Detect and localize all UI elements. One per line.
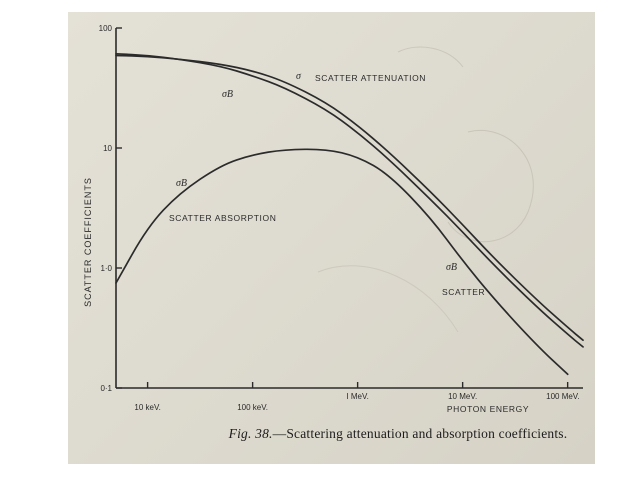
label-sigma-b-absorption: σB: [176, 178, 187, 189]
x-tick-label-4: 100 MeV.: [546, 392, 580, 401]
y-axis-label: SCATTER COEFFICIENTS: [83, 177, 93, 307]
figure-caption: Fig. 38.—Scattering attenuation and abso…: [148, 426, 595, 442]
x-tick-label-2: I MeV.: [346, 392, 368, 401]
series-line-0: [115, 54, 584, 342]
series-line-1: [115, 52, 584, 348]
scatter-coefficients-chart: 100 10 1·0 0·1 10 keV. 100 keV. I MeV. 10 MeV. 1…: [83, 24, 584, 414]
caption-text: —Scattering attenuation and absorption c…: [272, 426, 568, 441]
series-line-2: [115, 148, 569, 376]
label-sigma-b-scatter: σB: [446, 262, 457, 273]
annotations: SCATTER COEFFICIENTS PHOTON ENERGY σ SCATTE…: [83, 71, 529, 414]
label-sigma-b-upper: σB: [222, 89, 233, 100]
label-scatter-absorption: SCATTER ABSORPTION: [169, 213, 276, 223]
y-tick-label-2: 1·0: [100, 264, 112, 273]
label-sigma: σ: [296, 71, 302, 82]
label-scatter-attenuation: SCATTER ATTENUATION: [315, 73, 426, 83]
x-tick-label-3: 10 MeV.: [448, 392, 477, 401]
label-scatter: SCATTER: [442, 287, 485, 297]
ticks: 100 10 1·0 0·1 10 keV. 100 keV. I MeV. 10 MeV. 1…: [99, 24, 580, 412]
x-axis-label: PHOTON ENERGY: [447, 404, 529, 414]
axes: [115, 28, 583, 389]
x-tick-label-1: 100 keV.: [237, 403, 268, 412]
y-tick-label-3: 0·1: [100, 384, 112, 393]
book-page-photo: 100 10 1·0 0·1 10 keV. 100 keV. I MeV. 10 MeV. 1…: [68, 12, 595, 464]
curves: [115, 52, 584, 376]
x-tick-label-0: 10 keV.: [134, 403, 160, 412]
show-through-marks: [317, 46, 534, 333]
y-tick-label-1: 10: [103, 144, 112, 153]
y-tick-label-0: 100: [99, 24, 113, 33]
caption-figure-number: Fig. 38.: [228, 426, 273, 441]
